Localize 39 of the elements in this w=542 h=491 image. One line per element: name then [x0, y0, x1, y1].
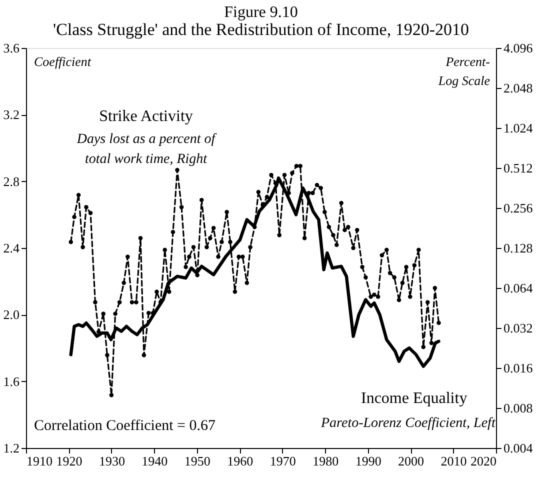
- y2-tick-label: 0.512: [504, 160, 533, 176]
- x-tick-label: 2000: [398, 454, 424, 468]
- x-tick-label: 2010: [440, 454, 467, 468]
- x-tick-label: 1990: [355, 454, 382, 468]
- x-tick-label: 1950: [184, 454, 210, 468]
- x-tick-label: 1910: [26, 454, 52, 468]
- annotation: Pareto-Lorenz Coefficient, Left: [320, 416, 496, 431]
- y2-tick-label: 0.004: [504, 440, 534, 456]
- x-tick-label: 2020: [470, 454, 496, 468]
- text: Strike Activity: [99, 108, 193, 125]
- y2-axis-title: Percent- Log Scale: [437, 54, 490, 88]
- annotation: Days lost as a percent of total work time, Right: [76, 132, 218, 167]
- y-tick-label: 1.6: [3, 374, 20, 389]
- y2-tick-label: 0.256: [504, 200, 534, 216]
- chart-title: Figure 9.10: [224, 4, 298, 21]
- y2-tick-label: 0.064: [504, 280, 534, 296]
- x-tick-label: 1940: [142, 454, 168, 468]
- x-tick-label: 1970: [270, 454, 296, 468]
- y-tick-label: 1.2: [3, 440, 20, 456]
- y2-tick-label: 1.024: [504, 120, 534, 136]
- y-tick-label: 3.6: [3, 40, 20, 56]
- y2-tick-label: 4.096: [504, 40, 534, 56]
- y2-tick-label: 2.048: [504, 80, 533, 96]
- y-tick-label: 2.0: [3, 307, 20, 322]
- x-tick-label: 1920: [56, 454, 82, 468]
- y-tick-label: 3.2: [3, 107, 20, 122]
- y2-tick-label: 0.016: [504, 360, 534, 376]
- y2-tick-label: 0.128: [504, 240, 533, 256]
- x-tick-label: 1960: [227, 454, 254, 468]
- y-axis-title: Coefficient: [34, 54, 92, 69]
- y-tick-label: 2.8: [3, 174, 20, 189]
- annotation: Correlation Coefficient = 0.67: [34, 418, 216, 434]
- chart-subtitle: 'Class Struggle' and the Redistribution of Income, 1920-2010: [53, 20, 469, 39]
- text: Income Equality: [361, 390, 468, 407]
- y2-tick-label: 0.008: [504, 400, 533, 416]
- x-tick-label: 1980: [312, 454, 339, 468]
- y-tick-label: 2.4: [3, 240, 20, 256]
- y2-tick-label: 0.032: [504, 320, 533, 336]
- x-tick-label: 1930: [98, 454, 125, 468]
